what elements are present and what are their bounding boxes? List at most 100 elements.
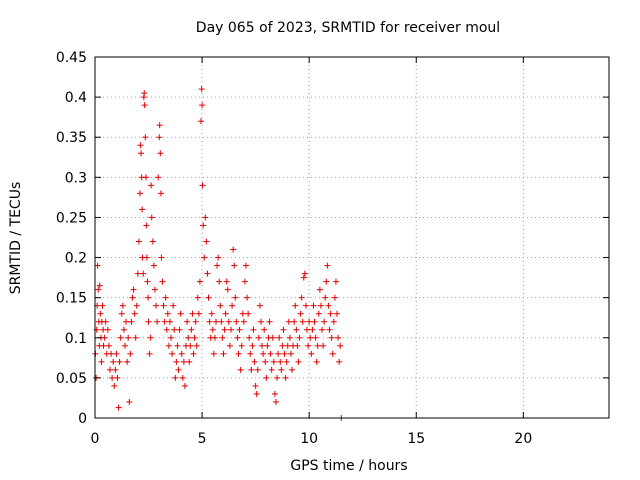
data-point — [179, 374, 186, 381]
data-point — [325, 302, 332, 309]
data-point — [329, 350, 336, 357]
y-tick-label: 0.3 — [65, 170, 87, 186]
data-point — [112, 366, 119, 373]
data-point — [222, 310, 229, 317]
data-point — [272, 398, 279, 405]
data-point — [204, 270, 211, 277]
y-tick-label: 0.4 — [65, 90, 87, 106]
data-point — [298, 294, 305, 301]
data-point — [108, 350, 115, 357]
x-tick-label: 10 — [300, 431, 318, 447]
data-point — [150, 262, 157, 269]
data-point — [191, 334, 198, 341]
data-point — [292, 302, 299, 309]
y-tick-label: 0.45 — [56, 50, 87, 66]
data-point — [163, 326, 170, 333]
data-point — [281, 350, 288, 357]
y-tick-label: 0.2 — [65, 251, 87, 267]
data-point — [230, 246, 237, 253]
data-point — [241, 278, 248, 285]
data-point — [245, 310, 252, 317]
data-point — [268, 366, 275, 373]
data-point — [313, 358, 320, 365]
data-point — [139, 206, 146, 213]
data-point — [149, 238, 156, 245]
data-point — [141, 90, 148, 97]
data-point — [266, 318, 273, 325]
data-point — [145, 318, 152, 325]
data-point — [111, 382, 118, 389]
data-point — [264, 342, 271, 349]
data-point — [233, 318, 240, 325]
data-point — [299, 318, 306, 325]
data-point — [153, 302, 160, 309]
data-point — [249, 342, 256, 349]
data-point — [286, 334, 293, 341]
data-point — [102, 318, 109, 325]
data-point — [121, 342, 128, 349]
x-axis-title: GPS time / hours — [290, 458, 407, 474]
data-point — [144, 278, 151, 285]
data-point — [310, 302, 317, 309]
data-point — [328, 334, 335, 341]
axis-ticks — [94, 56, 609, 419]
data-point — [211, 334, 218, 341]
data-point — [171, 326, 178, 333]
data-point — [252, 382, 259, 389]
data-point — [145, 294, 152, 301]
data-point — [147, 334, 154, 341]
data-point — [324, 262, 331, 269]
data-point — [146, 350, 153, 357]
data-point — [164, 310, 171, 317]
data-point — [96, 282, 103, 289]
data-point — [308, 350, 315, 357]
data-point — [188, 326, 195, 333]
data-point — [242, 262, 249, 269]
data-point — [138, 150, 145, 157]
data-point — [189, 310, 196, 317]
data-point — [311, 318, 318, 325]
data-point — [172, 374, 179, 381]
data-point — [169, 350, 176, 357]
data-point — [105, 342, 112, 349]
data-point — [215, 254, 222, 261]
data-point — [250, 326, 257, 333]
data-point — [297, 310, 304, 317]
x-tick-label: 0 — [91, 431, 100, 447]
data-point — [260, 350, 267, 357]
data-point — [220, 350, 227, 357]
data-point — [104, 326, 111, 333]
data-point — [223, 278, 230, 285]
data-point — [247, 350, 254, 357]
data-point — [159, 278, 166, 285]
data-point — [99, 302, 106, 309]
data-point — [296, 334, 303, 341]
data-point — [133, 302, 140, 309]
data-point — [143, 254, 150, 261]
data-point — [206, 318, 213, 325]
data-point — [302, 302, 309, 309]
data-points — [92, 86, 345, 421]
data-point — [300, 274, 307, 281]
data-point — [157, 190, 164, 197]
data-point — [231, 262, 238, 269]
data-point — [100, 342, 107, 349]
data-point — [307, 334, 314, 341]
data-point — [327, 310, 334, 317]
data-point — [158, 254, 165, 261]
data-point — [142, 174, 149, 181]
data-point — [293, 326, 300, 333]
data-point — [239, 310, 246, 317]
data-point — [289, 366, 296, 373]
data-point — [312, 334, 319, 341]
data-point — [130, 286, 137, 293]
data-point — [320, 342, 327, 349]
data-point — [216, 278, 223, 285]
data-point — [134, 270, 141, 277]
data-point — [113, 350, 120, 357]
data-point — [214, 262, 221, 269]
data-point — [195, 310, 202, 317]
data-point — [117, 334, 124, 341]
data-point — [106, 366, 113, 373]
